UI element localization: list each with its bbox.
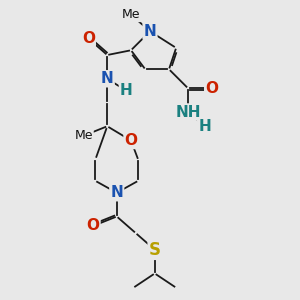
Text: H: H — [198, 119, 211, 134]
Text: O: O — [205, 81, 218, 96]
Text: O: O — [86, 218, 100, 233]
Text: N: N — [110, 185, 123, 200]
Text: N: N — [144, 24, 156, 39]
Text: NH: NH — [175, 104, 201, 119]
Text: Me: Me — [122, 8, 140, 21]
Text: O: O — [82, 31, 95, 46]
Text: O: O — [124, 133, 137, 148]
Text: S: S — [149, 241, 161, 259]
Text: H: H — [120, 83, 133, 98]
Text: Me: Me — [74, 129, 93, 142]
Text: N: N — [101, 71, 114, 86]
